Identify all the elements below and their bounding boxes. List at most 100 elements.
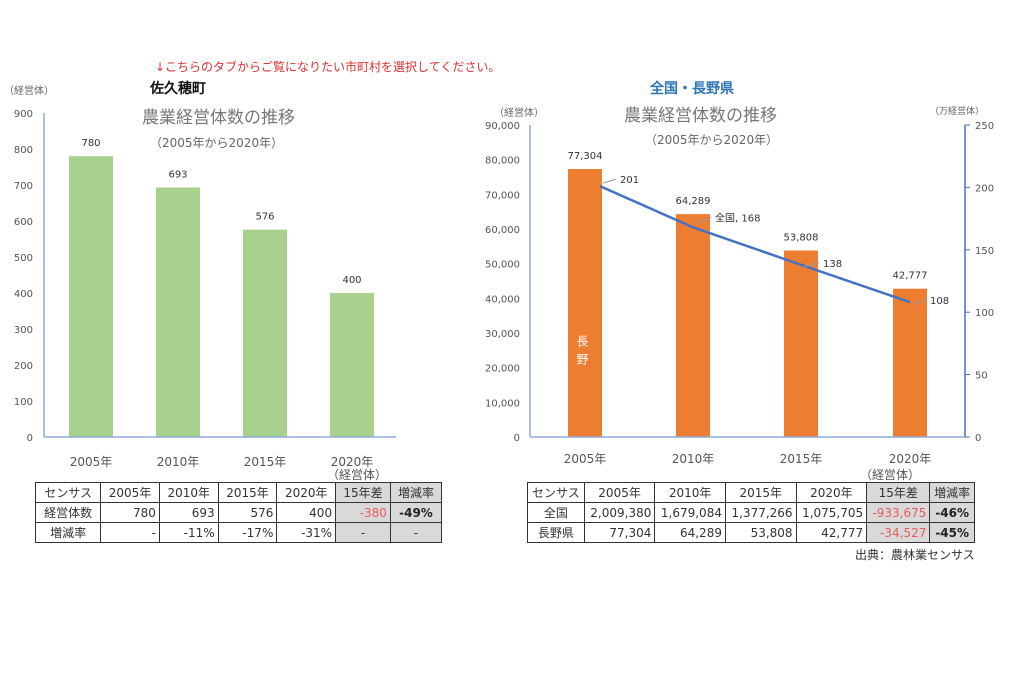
table-cell: 15年差	[335, 482, 391, 503]
left-heading: 佐久穂町	[150, 81, 206, 97]
line-data-label: 201	[620, 175, 639, 186]
y2-tick-label: 0	[975, 433, 981, 444]
y-tick-label: 900	[14, 109, 33, 120]
bar	[784, 250, 818, 437]
table-cell: 増減率	[389, 482, 443, 503]
y-tick-label: 80,000	[485, 156, 520, 167]
right-y2-label: （万経営体）	[930, 107, 985, 117]
left-y-label: （経営体）	[4, 86, 54, 97]
notice-text: ↓こちらのタブからご覧になりたい市町村を選択してください。	[155, 60, 501, 74]
table-cell: -	[100, 522, 160, 543]
bar-data-label: 780	[81, 138, 100, 149]
table-cell: -46%	[929, 502, 975, 523]
y-tick-label: 10,000	[485, 398, 520, 409]
y-tick-label: 60,000	[485, 225, 520, 236]
bar	[676, 214, 710, 437]
table-cell: -11%	[158, 522, 219, 543]
right-y-label: （経営体）	[494, 108, 544, 119]
y-tick-label: 90,000	[485, 121, 520, 132]
bar	[893, 288, 927, 437]
table-cell: 2010年	[654, 482, 726, 503]
table-cell: 2015年	[217, 482, 278, 503]
y-tick-label: 0	[27, 433, 33, 444]
leader-line	[695, 216, 712, 224]
bar	[156, 187, 200, 437]
table-cell: -380	[335, 502, 391, 523]
leader-line	[602, 178, 617, 184]
y-tick-label: 700	[14, 181, 33, 192]
y-tick-label: 50,000	[485, 260, 520, 271]
right-chart-subtitle: （2005年から2020年）	[645, 133, 779, 147]
table-cell: -34,527	[866, 522, 931, 543]
x-tick-label: 2020年	[331, 455, 374, 469]
leader-line	[803, 262, 820, 268]
table-cell: センサス	[34, 482, 102, 503]
bar-data-label: 693	[168, 170, 187, 181]
y2-tick-label: 200	[975, 183, 994, 194]
table-cell: 1,679,084	[654, 502, 726, 523]
bar	[243, 229, 287, 437]
bar-data-label: 400	[342, 275, 361, 286]
bar-data-label: 42,777	[893, 271, 928, 282]
table-cell: -31%	[276, 522, 337, 543]
leader-line	[912, 299, 927, 305]
table-cell: センサス	[527, 482, 585, 503]
y-tick-label: 100	[14, 397, 33, 408]
line-data-label: 138	[823, 259, 842, 270]
table-cell: 長野県	[527, 522, 585, 543]
x-tick-label: 2005年	[70, 455, 113, 469]
table-cell: 53,808	[724, 522, 797, 543]
table-cell: -	[389, 522, 443, 543]
right-data-table: センサス 2005年 2010年 2015年 2020年 15年差 増減率 全国 2,009,3…	[527, 482, 975, 543]
table-cell: 2010年	[158, 482, 219, 503]
bar-data-label: 77,304	[568, 151, 603, 162]
line-series-zenkoku	[599, 185, 911, 304]
y2-tick-label: 150	[975, 246, 994, 257]
table-cell: 経営体数	[34, 502, 102, 523]
table-cell: 2015年	[724, 482, 797, 503]
table-cell: 1,377,266	[724, 502, 797, 523]
bar	[69, 156, 113, 437]
table-cell: 77,304	[583, 522, 656, 543]
right-chart-title: 農業経営体数の推移	[624, 106, 777, 126]
y-tick-label: 20,000	[485, 364, 520, 375]
table-cell: -	[335, 522, 391, 543]
y-tick-label: 800	[14, 145, 33, 156]
y2-tick-label: 50	[975, 371, 988, 382]
table-cell: -49%	[389, 502, 443, 523]
table-cell: 15年差	[866, 482, 931, 503]
table-row: 全国 2,009,380 1,679,084 1,377,266 1,075,705 -9…	[527, 502, 975, 523]
y-tick-label: 600	[14, 217, 33, 228]
table-cell: -933,675	[866, 502, 931, 523]
y-tick-label: 300	[14, 325, 33, 336]
right-x-unit: （経営体）	[860, 468, 921, 482]
y-tick-label: 30,000	[485, 329, 520, 340]
table-cell: 693	[158, 502, 219, 523]
y-tick-label: 70,000	[485, 190, 520, 201]
table-cell: -17%	[217, 522, 278, 543]
table-row: 増減率 - -11% -17% -31% - -	[34, 522, 443, 543]
left-chart-title: 農業経営体数の推移	[142, 108, 295, 128]
bar-data-label: 64,289	[676, 196, 711, 207]
x-tick-label: 2015年	[780, 452, 823, 466]
y-tick-label: 500	[14, 253, 33, 264]
source-note: 出典：農林業センサス	[855, 548, 975, 562]
table-cell: 1,075,705	[795, 502, 868, 523]
table-cell: 42,777	[795, 522, 868, 543]
y-tick-label: 400	[14, 289, 33, 300]
line-data-label: 全国, 168	[715, 211, 760, 224]
table-cell: 増減率	[929, 482, 975, 503]
y-tick-label: 0	[514, 433, 520, 444]
table-cell: -45%	[929, 522, 975, 543]
table-cell: 2020年	[795, 482, 868, 503]
y2-tick-label: 100	[975, 308, 994, 319]
y-tick-label: 200	[14, 361, 33, 372]
x-tick-label: 2020年	[889, 452, 932, 466]
table-header-row: センサス 2005年 2010年 2015年 2020年 15年差 増減率	[34, 482, 443, 503]
x-tick-label: 2015年	[244, 455, 287, 469]
table-cell: 780	[100, 502, 160, 523]
bar-data-label: 576	[255, 212, 274, 223]
table-header-row: センサス 2005年 2010年 2015年 2020年 15年差 増減率	[527, 482, 975, 503]
x-tick-label: 2010年	[672, 452, 715, 466]
